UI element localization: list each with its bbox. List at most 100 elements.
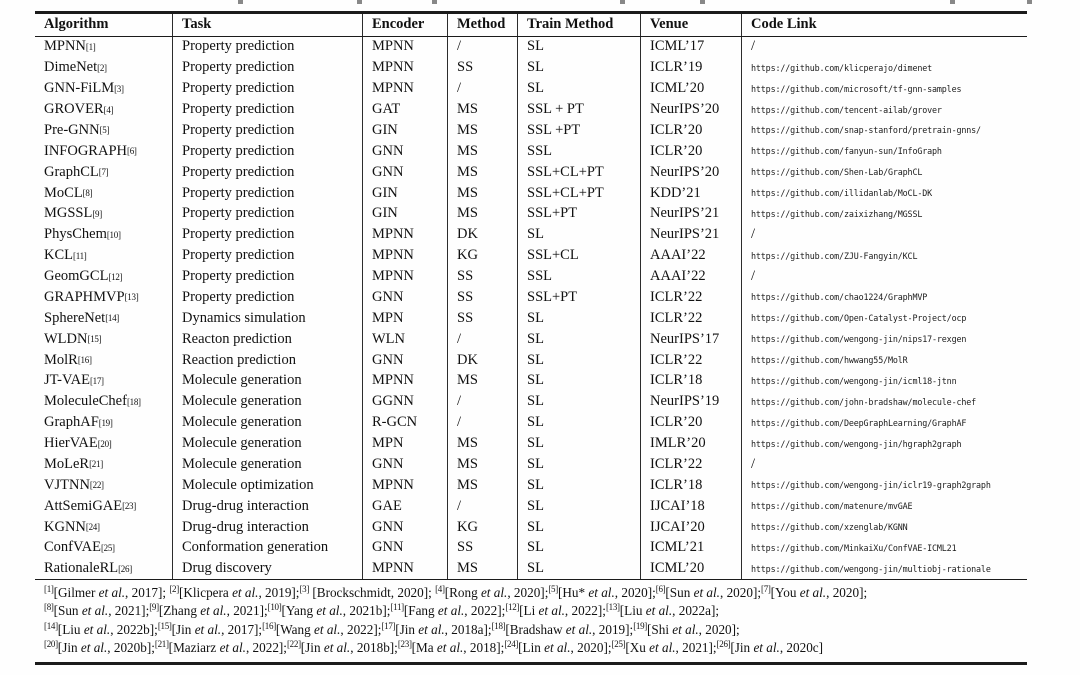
table-row: GROVER [4] Property prediction GAT MS SSL + P… [35, 99, 1027, 120]
code-link[interactable]: https://github.com/john-bradshaw/molecul… [751, 396, 977, 407]
table-row: Pre-GNN [5] Property prediction GIN MS SSL +P… [35, 120, 1027, 141]
table-row: GeomGCL [12] Property prediction MPNN SS SSL A… [35, 266, 1027, 287]
code-link[interactable]: https://github.com/hwwang55/MolR [751, 355, 908, 366]
cell-venue: AAAI’22 [640, 245, 741, 267]
cell-task: Property prediction [172, 36, 362, 58]
footnote-line: [20][Jin et al., 2020b];[21][Maziarz et … [44, 638, 824, 655]
code-link[interactable]: https://github.com/MinkaiXu/ConfVAE-ICML… [751, 542, 957, 553]
cell-task: Drug-drug interaction [172, 495, 362, 517]
code-link[interactable]: https://github.com/DeepGraphLearning/Gra… [751, 417, 967, 428]
cell-method: MS [447, 99, 517, 120]
cell-encoder: MPNN [362, 558, 447, 580]
cell-task: Molecule optimization [172, 474, 362, 496]
cell-method: KG [447, 516, 517, 538]
cropped-text-fragment [700, 0, 705, 4]
cell-train-method: SL [517, 516, 640, 538]
citation-ref: [26] [716, 638, 731, 649]
code-link[interactable]: https://github.com/klicperajo/dimenet [751, 62, 933, 73]
citation-ref: [12] [505, 602, 520, 613]
cell-code-link: https://github.com/chao1224/GraphMVP [741, 287, 1027, 308]
footnote-line: [8][Sun et al., 2021];[9][Zhang et al., … [44, 602, 720, 619]
cell-task: Property prediction [172, 99, 362, 120]
cell-train-method: SSL [517, 140, 640, 162]
code-link[interactable]: https://github.com/ZJU-Fangyin/KCL [751, 250, 918, 261]
table-row: MoLeR [21] Molecule generation GNN MS SL ICLR’… [35, 454, 1027, 475]
table-row: SphereNet [14] Dynamics simulation MPN SS SL I… [35, 307, 1027, 329]
footnote-line: [14][Liu et al., 2022b];[15][Jin et al.,… [44, 620, 740, 637]
code-link[interactable]: https://github.com/wengong-jin/icml18-jt… [751, 375, 957, 386]
cell-venue: NeurIPS’19 [640, 391, 741, 413]
cell-method: SS [447, 266, 517, 287]
cell-venue: IJCAI’20 [640, 516, 741, 538]
citation-ref: [9] [149, 602, 159, 613]
code-link[interactable]: https://github.com/Shen-Lab/GraphCL [751, 167, 923, 178]
cropped-text-fragment [620, 0, 625, 4]
table-row: AttSemiGAE [23] Drug-drug interaction GAE / S… [35, 495, 1027, 517]
cell-code-link: https://github.com/xzenglab/KGNN [741, 516, 1027, 538]
cell-venue: ICML’20 [640, 78, 741, 100]
code-link[interactable]: https://github.com/chao1224/GraphMVP [751, 292, 928, 303]
cell-train-method: SL [517, 537, 640, 559]
cell-train-method: SL [517, 57, 640, 79]
cell-task: Molecule generation [172, 412, 362, 434]
cell-train-method: SSL+PT [517, 287, 640, 308]
cell-train-method: SL [517, 433, 640, 454]
code-link[interactable]: https://github.com/wengong-jin/iclr19-gr… [751, 480, 991, 491]
code-link[interactable]: https://github.com/wengong-jin/hgraph2gr… [751, 438, 962, 449]
citation-ref: [18] [491, 620, 506, 631]
cell-method: / [447, 78, 517, 100]
cell-method: SS [447, 57, 517, 79]
citation-ref: [7] [761, 584, 771, 595]
citation-ref: [2] [169, 584, 179, 595]
cell-code-link: https://github.com/fanyun-sun/InfoGraph [741, 140, 1027, 162]
code-link[interactable]: https://github.com/zaixizhang/MGSSL [751, 208, 923, 219]
citation-ref: [1] [44, 584, 54, 595]
citation-ref: [16] [262, 620, 276, 631]
cell-task: Property prediction [172, 161, 362, 183]
code-link[interactable]: https://github.com/wengong-jin/nips17-re… [751, 334, 967, 345]
citation-ref: [13] [605, 602, 620, 613]
code-link[interactable]: https://github.com/wengong-jin/multiobj-… [751, 563, 991, 574]
cell-code-link: https://github.com/klicperajo/dimenet [741, 57, 1027, 79]
cell-encoder: GNN [362, 516, 447, 538]
cell-encoder: MPN [362, 307, 447, 329]
cell-venue: IJCAI’18 [640, 495, 741, 517]
cell-code-link: / [741, 36, 1027, 58]
code-link[interactable]: https://github.com/matenure/mvGAE [751, 501, 913, 512]
cell-task: Property prediction [172, 203, 362, 225]
cell-code-link: https://github.com/wengong-jin/nips17-re… [741, 328, 1027, 350]
table-row: DimeNet [2] Property prediction MPNN SS SL ICL… [35, 57, 1027, 79]
cell-venue: ICLR’20 [640, 140, 741, 162]
code-link[interactable]: https://github.com/tencent-ailab/grover [751, 104, 942, 115]
cell-venue: NeurIPS’20 [640, 161, 741, 183]
cropped-text-fragment [1027, 0, 1032, 4]
table-row: JT-VAE [17] Molecule generation MPNN MS SL ICL… [35, 370, 1027, 392]
citation-ref: [17] [381, 620, 396, 631]
cell-code-link: https://github.com/wengong-jin/multiobj-… [741, 558, 1027, 580]
reference-footnotes: [1][Gilmer et al., 2017]; [2][Klicpera e… [35, 579, 1027, 662]
cell-algorithm: WLDN [15] [44, 330, 102, 347]
cell-venue: ICLR’22 [640, 307, 741, 329]
code-link[interactable]: https://github.com/snap-stanford/pretrai… [751, 125, 981, 136]
cell-encoder: GNN [362, 140, 447, 162]
cell-venue: ICLR’22 [640, 287, 741, 308]
code-link[interactable]: https://github.com/microsoft/tf-gnn-samp… [751, 83, 962, 94]
cell-task: Dynamics simulation [172, 307, 362, 329]
cell-algorithm: MolR [16] [44, 351, 92, 368]
citation-ref: [21] [154, 638, 169, 649]
cropped-text-fragment [238, 0, 243, 4]
cell-code-link: https://github.com/john-bradshaw/molecul… [741, 391, 1027, 413]
cell-algorithm: ConfVAE [25] [44, 539, 115, 556]
cell-algorithm: GROVER [4] [44, 101, 114, 118]
table-row: MGSSL [9] Property prediction GIN MS SSL+PT Ne… [35, 203, 1027, 225]
cell-venue: AAAI’22 [640, 266, 741, 287]
cell-method: MS [447, 161, 517, 183]
cell-train-method: SSL+CL+PT [517, 182, 640, 204]
code-link[interactable]: https://github.com/fanyun-sun/InfoGraph [751, 146, 942, 157]
code-link[interactable]: https://github.com/Open-Catalyst-Project… [751, 313, 967, 324]
code-link[interactable]: https://github.com/illidanlab/MoCL-DK [751, 188, 933, 199]
cell-algorithm: PhysChem [10] [44, 226, 121, 243]
cell-algorithm: Pre-GNN [5] [44, 121, 110, 138]
code-link[interactable]: https://github.com/xzenglab/KGNN [751, 522, 908, 533]
cell-code-link: / [741, 224, 1027, 246]
